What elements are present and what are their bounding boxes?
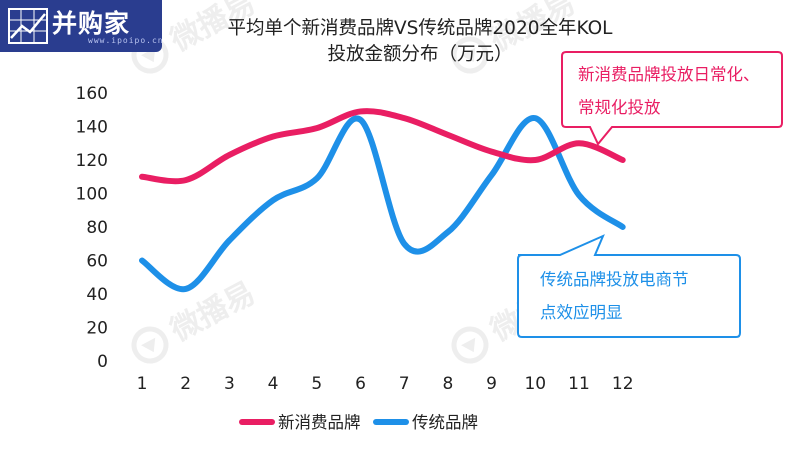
watermark: 微播易 — [131, 276, 261, 364]
y-tick-label: 40 — [86, 285, 108, 305]
watermark-logo-icon — [451, 326, 489, 364]
legend-label: 传统品牌 — [412, 413, 478, 432]
x-tick-label: 7 — [399, 374, 410, 394]
annotation-callout-box — [517, 234, 741, 338]
watermark-logo-icon — [131, 326, 169, 364]
y-tick-label: 120 — [76, 151, 108, 171]
x-tick-label: 8 — [442, 374, 453, 394]
watermark-logo-icon — [451, 36, 489, 74]
x-tick-label: 9 — [486, 374, 497, 394]
watermark-logo-mark-icon — [461, 47, 476, 63]
annotation-text: 传统品牌投放电商节点效应明显 — [540, 270, 689, 322]
x-tick-label: 3 — [224, 374, 235, 394]
series-layer — [139, 108, 626, 292]
logo-chart-icon — [8, 8, 48, 44]
x-tick-label: 1 — [137, 374, 148, 394]
x-tick-label: 12 — [612, 374, 634, 394]
x-tick-label: 11 — [568, 374, 590, 394]
x-tick-label: 2 — [180, 374, 191, 394]
logo-site: www.ipoipo.cn — [88, 36, 162, 45]
annotation-callout-box — [561, 51, 783, 146]
series-line-new-consumer — [139, 108, 626, 185]
y-tick-label: 20 — [86, 319, 108, 339]
legend-label: 新消费品牌 — [278, 413, 361, 432]
watermark-logo-mark-icon — [461, 337, 476, 353]
brand-logo: 并购家 www.ipoipo.cn — [0, 0, 162, 52]
y-tick-label: 100 — [76, 185, 108, 205]
x-tick-label: 4 — [268, 374, 279, 394]
y-tick-label: 140 — [76, 118, 108, 138]
x-tick-label: 5 — [311, 374, 322, 394]
x-tick-label: 10 — [524, 374, 546, 394]
y-tick-label: 160 — [76, 84, 108, 104]
y-tick-label: 80 — [86, 218, 108, 238]
y-tick-label: 0 — [97, 352, 108, 372]
series-line-traditional — [139, 115, 626, 292]
watermark-logo-mark-icon — [141, 337, 156, 353]
y-tick-label: 60 — [86, 252, 108, 272]
x-tick-label: 6 — [355, 374, 366, 394]
logo-name: 并购家 — [52, 9, 131, 38]
annotation-text: 新消费品牌投放日常化、常规化投放 — [578, 65, 760, 117]
legend: 新消费品牌 传统品牌 — [239, 413, 478, 432]
chart-title: 平均单个新消费品牌VS传统品牌2020全年KOL 投放金额分布（万元） — [227, 18, 613, 65]
